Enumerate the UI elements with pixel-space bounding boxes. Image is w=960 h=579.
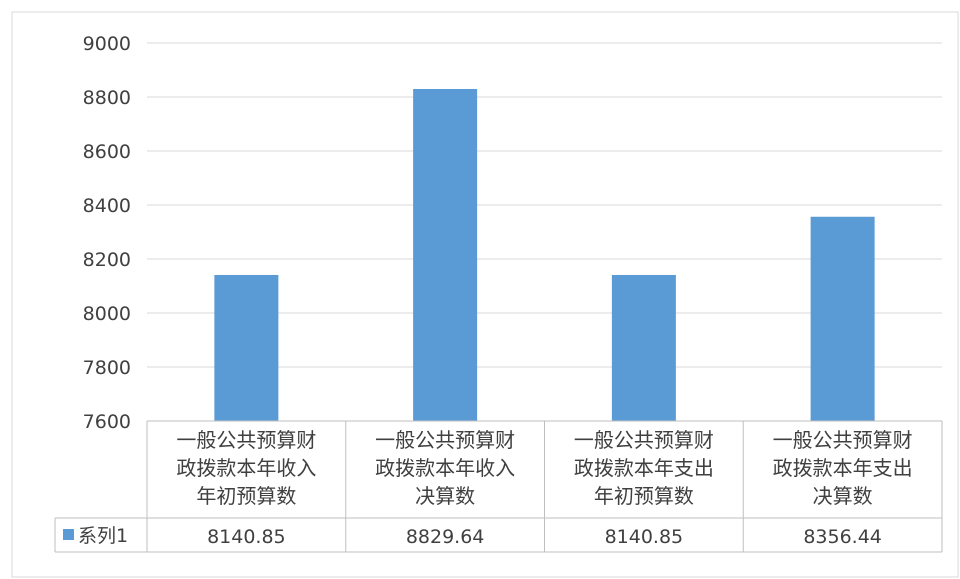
- category-label-line: 决算数: [415, 484, 475, 508]
- bar: [413, 88, 478, 422]
- category-label-line: 政拨款本年支出: [773, 456, 913, 480]
- y-tick-label: 7600: [83, 411, 131, 433]
- category-label-line: 年初预算数: [594, 484, 694, 508]
- category-label-line: 一般公共预算财: [773, 428, 913, 452]
- category-label: 一般公共预算财政拨款本年收入年初预算数: [176, 428, 316, 508]
- y-tick-label: 8400: [83, 195, 131, 217]
- table-value: 8356.44: [803, 526, 882, 548]
- bar: [611, 274, 676, 421]
- category-label-line: 政拨款本年支出: [574, 456, 714, 480]
- category-label: 一般公共预算财政拨款本年支出年初预算数: [574, 428, 714, 508]
- y-tick-label: 8800: [83, 87, 131, 109]
- y-tick-label: 7800: [83, 357, 131, 379]
- bar: [810, 216, 875, 421]
- bar: [214, 274, 279, 421]
- category-label-line: 政拨款本年收入: [375, 456, 515, 480]
- table-value: 8140.85: [605, 526, 684, 548]
- y-tick-label: 9000: [83, 33, 131, 55]
- y-tick-label: 8600: [83, 141, 131, 163]
- category-label-line: 一般公共预算财: [574, 428, 714, 452]
- legend-swatch: [63, 529, 74, 540]
- table-value: 8140.85: [207, 526, 286, 548]
- category-label-line: 一般公共预算财: [375, 428, 515, 452]
- category-label: 一般公共预算财政拨款本年收入决算数: [375, 428, 515, 508]
- y-axis-tick-labels: 7600 7800 8000 8200 8400 8600 8800 9000: [83, 33, 131, 433]
- bars: [214, 88, 875, 422]
- data-table: 一般公共预算财政拨款本年收入年初预算数一般公共预算财政拨款本年收入决算数一般公共…: [54, 420, 943, 553]
- category-label-line: 一般公共预算财: [176, 428, 316, 452]
- y-tick-label: 8200: [83, 249, 131, 271]
- category-label: 一般公共预算财政拨款本年支出决算数: [773, 428, 913, 508]
- y-tick-label: 8000: [83, 303, 131, 325]
- category-label-line: 决算数: [813, 484, 873, 508]
- legend-series-name: 系列1: [78, 525, 128, 547]
- table-value: 8829.64: [406, 526, 485, 548]
- category-label-line: 政拨款本年收入: [176, 456, 316, 480]
- chart-area-border: [11, 11, 959, 578]
- category-label-line: 年初预算数: [196, 484, 296, 508]
